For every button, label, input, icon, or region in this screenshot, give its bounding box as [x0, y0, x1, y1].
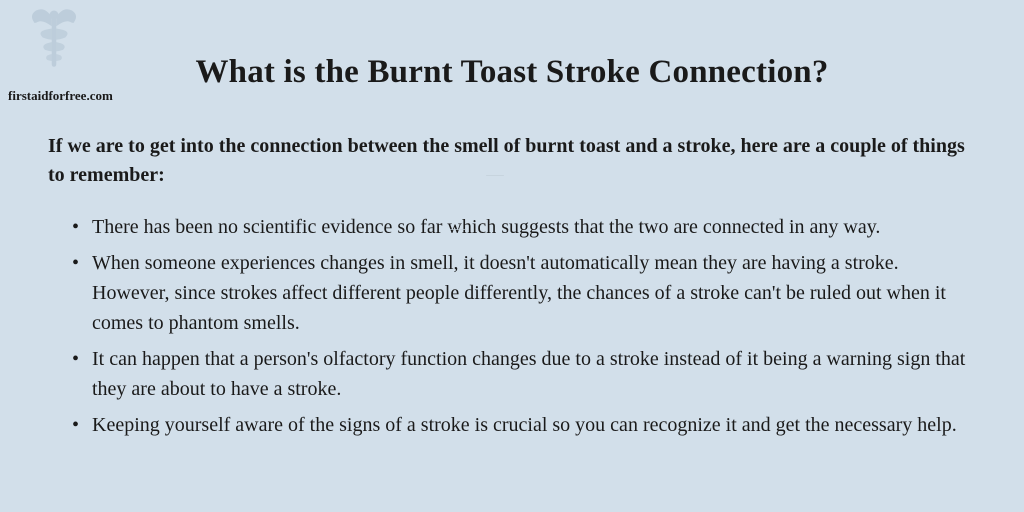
page-title: What is the Burnt Toast Stroke Connectio…: [0, 54, 1024, 91]
list-item: When someone experiences changes in smel…: [92, 248, 976, 338]
artifact-mark: [486, 175, 504, 176]
bullet-list: There has been no scientific evidence so…: [48, 212, 976, 440]
artifact-mark: [450, 229, 466, 230]
list-item: Keeping yourself aware of the signs of a…: [92, 410, 976, 440]
content-block: If we are to get into the connection bet…: [48, 132, 976, 446]
list-item: It can happen that a person's olfactory …: [92, 344, 976, 404]
list-item: There has been no scientific evidence so…: [92, 212, 976, 242]
intro-paragraph: If we are to get into the connection bet…: [48, 132, 976, 190]
